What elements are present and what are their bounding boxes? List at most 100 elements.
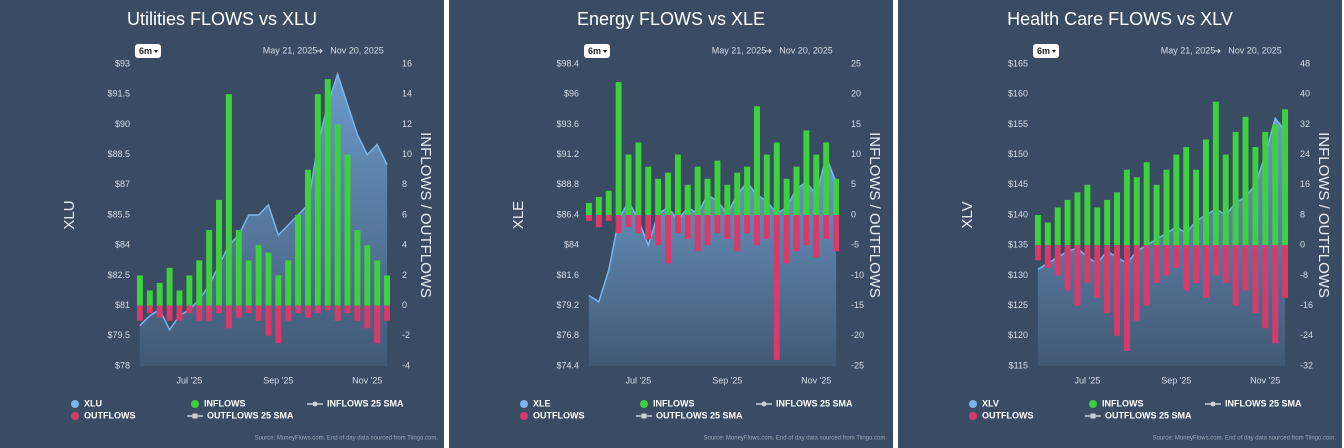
y-tick-label: $115 [1009,360,1028,370]
range-button-bg [1033,44,1059,58]
flow-bar [146,290,153,306]
y2-tick-label: 24 [1300,149,1310,159]
y2-tick-label: 8 [402,179,407,189]
date-arrow [1214,48,1221,54]
flow-bar [833,178,840,215]
x-tick-label: Jul '25 [176,375,202,385]
flow-bar [1133,245,1140,321]
range-button[interactable]: 6m [1033,44,1059,58]
range-button-bg [584,44,610,58]
y-tick-label: $79.2 [556,300,579,310]
x-tick-label: Jul '25 [625,375,651,385]
flow-bar [763,154,770,215]
flow-bar [1212,245,1219,276]
range-button[interactable]: 6m [135,44,161,58]
flow-bar [754,215,760,246]
flow-bar [225,94,232,306]
legend-label: XLV [982,398,999,408]
flow-bar [275,305,282,344]
flow-bar [783,215,790,264]
y-tick-label: $120 [1008,330,1028,340]
y-tick-label: $150 [1008,149,1028,159]
flow-bar [275,275,282,306]
range-button-bg [135,44,161,58]
legend-marker [640,400,648,408]
flow-bar [645,215,652,240]
legend-marker [520,400,528,408]
flow-bar [823,142,830,215]
y2-tick-label: -32 [1300,360,1313,370]
legend-marker [71,412,79,420]
flow-bar [1143,162,1150,246]
flow-bar [1222,245,1229,283]
flow-bar [324,79,331,306]
flow-bar [773,142,780,215]
flow-bar [734,215,741,252]
x-tick-label: Nov '25 [801,375,831,385]
flow-bar [684,184,691,215]
flow-bar [704,215,711,246]
x-tick-label: Nov '25 [1250,375,1280,385]
flow-bar [1272,124,1279,246]
legend-label: INFLOWS [1102,398,1144,408]
flow-bar [754,106,760,215]
flow-bar [595,215,602,228]
flow-bar [1193,245,1200,283]
flow-bar [295,305,302,314]
y2-tick-label: 4 [402,240,407,250]
flow-bar [1262,245,1269,329]
chart-title: Health Care FLOWS vs XLV [1007,9,1233,29]
flow-bar [1133,177,1140,246]
flow-bar [255,305,262,321]
flow-bar [783,178,790,215]
y-tick-label: $76.8 [556,330,579,340]
date-start: May 21, 2025 [263,45,318,55]
legend-label: OUTFLOWS [84,410,136,420]
flow-bar [1173,245,1180,268]
flow-bar [1074,192,1081,246]
flow-bar [1114,192,1120,246]
range-button[interactable]: 6m [584,44,610,58]
y2-tick-label: 20 [851,89,861,99]
flow-bar [635,215,642,234]
flow-bar [334,305,341,321]
flow-bar [734,172,741,215]
flow-bar [1282,245,1289,299]
date-arrow [765,48,772,54]
y2-tick-label: -4 [402,360,410,370]
y2-tick-label: -8 [1300,270,1308,280]
flow-bar [1054,245,1061,276]
legend-marker [191,400,199,408]
flow-bar [1222,154,1229,246]
legend-label: OUTFLOWS [982,410,1034,420]
flow-bar [803,130,810,215]
y-tick-label: $88.8 [556,179,579,189]
legend-marker [1089,400,1097,408]
y-tick-label: $93 [115,58,130,68]
flow-bar [1262,131,1269,246]
flow-bar [344,154,351,306]
flow-bar [216,305,222,314]
flow-bar [354,305,361,321]
flow-bar [803,215,810,246]
flow-bar [334,124,341,306]
chart-panel: Energy FLOWS vs XLE 6m May 21, 2025 Nov 20,… [449,0,893,448]
y-tick-label: $74.4 [556,360,579,370]
flow-bar [655,178,662,215]
legend-marker [1210,401,1216,407]
flow-bar [585,215,592,222]
flow-bar [1123,245,1130,351]
x-tick-label: Jul '25 [1074,375,1100,385]
flow-bar [1044,245,1051,268]
flow-bar [1034,215,1041,246]
flow-bar [615,215,622,234]
flow-bar [305,305,311,318]
flow-bar [196,260,203,306]
y-tick-label: $96 [564,89,579,99]
y-tick-label: $145 [1008,179,1028,189]
source-note: Source: MoneyFlows.com. End of day data … [255,436,439,442]
legend-label: INFLOWS 25 SMA [776,398,853,408]
flow-bar [235,230,242,306]
legend-marker [761,401,767,407]
flow-bar [615,82,622,216]
